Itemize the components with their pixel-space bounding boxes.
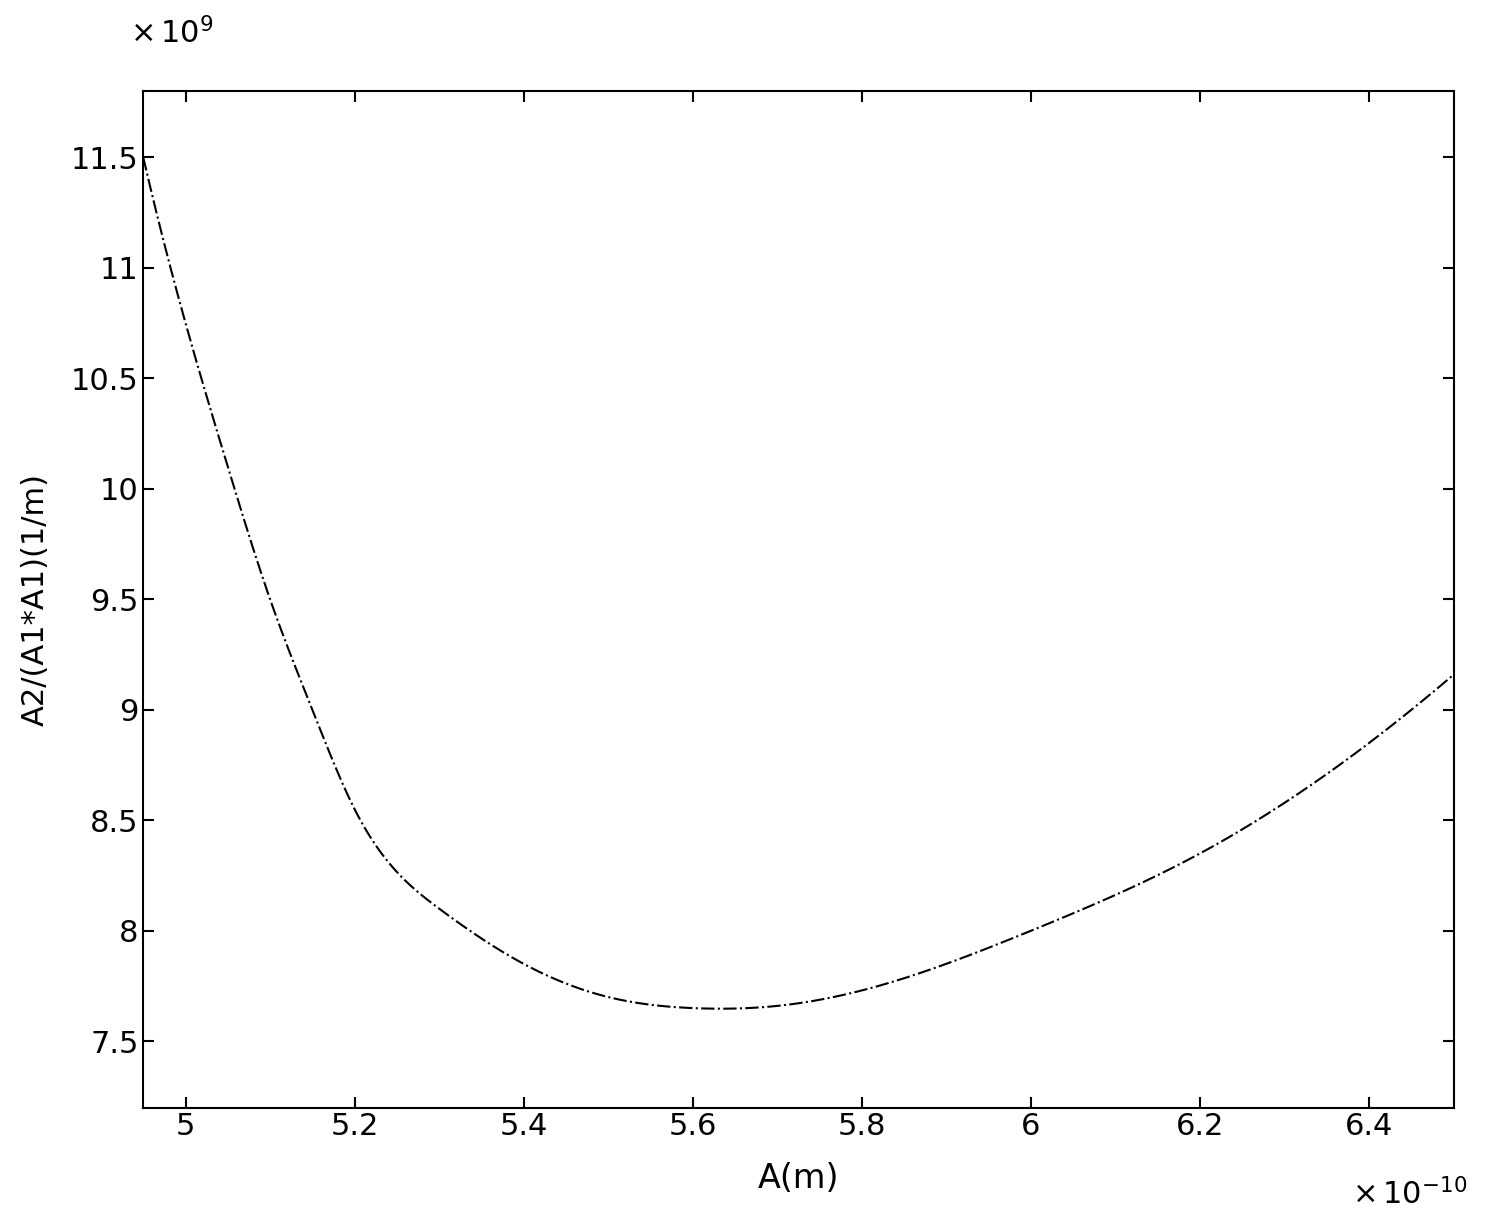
Y-axis label: A2/(A1*A1)(1/m): A2/(A1*A1)(1/m) [21,472,51,726]
X-axis label: A(m): A(m) [758,1162,840,1195]
Text: $\times\,10^{-10}$: $\times\,10^{-10}$ [1352,1179,1467,1211]
Text: $\times\,10^9$: $\times\,10^9$ [131,18,214,50]
